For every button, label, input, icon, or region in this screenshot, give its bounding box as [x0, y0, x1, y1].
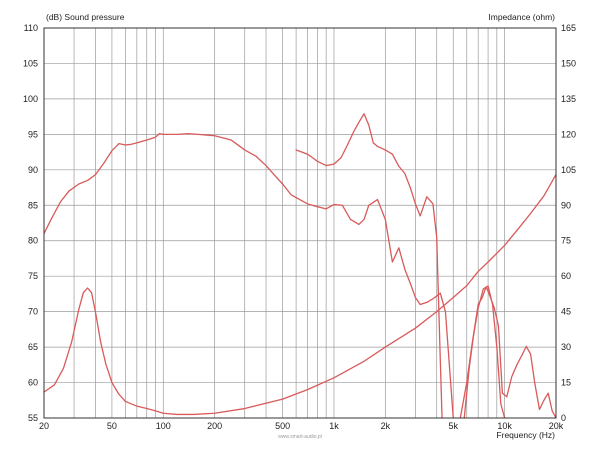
x-tick-label: 50 — [107, 421, 117, 431]
impedance-curve — [43, 173, 557, 416]
y-right-tick-label: 135 — [561, 94, 576, 104]
x-axis-title: Frequency (Hz) — [496, 430, 555, 440]
x-tick-label: 100 — [156, 421, 171, 431]
plot-frame — [43, 27, 557, 419]
y-right-tick-label: 0 — [561, 413, 566, 423]
tick-labels: 55 60 65 70 75 80 85 90 95 100 105 110 0 15 30 45 60 75 90… — [23, 23, 576, 431]
y-left-tick-label: 75 — [28, 271, 38, 281]
y-right-tick-label: 75 — [561, 236, 571, 246]
y-right-tick-label: 165 — [561, 23, 576, 33]
y-left-tick-label: 110 — [24, 23, 38, 33]
x-tick-label: 20 — [39, 421, 49, 431]
y-right-tick-label: 150 — [561, 58, 576, 68]
x-tick-label: 10k — [497, 421, 512, 431]
curves — [43, 113, 557, 419]
x-tick-label: 200 — [207, 421, 222, 431]
y-right-tick-label: 105 — [561, 165, 576, 175]
y-right-tick-label: 90 — [561, 200, 571, 210]
y-left-tick-label: 70 — [28, 307, 38, 317]
grid-lines — [44, 28, 556, 418]
y-right-tick-label: 15 — [561, 378, 571, 388]
x-tick-label: 500 — [275, 421, 290, 431]
y-left-tick-label: 105 — [23, 58, 38, 68]
y-left-tick-label: 85 — [28, 200, 38, 210]
x-tick-label: 5k — [448, 421, 458, 431]
y-right-tick-label: 120 — [561, 129, 576, 139]
spl-curve-4 — [459, 285, 506, 419]
y-left-tick-label: 90 — [28, 165, 38, 175]
y-left-tick-label: 95 — [28, 129, 38, 139]
y-right-tick-label: 45 — [561, 307, 571, 317]
x-tick-label: 1k — [329, 421, 339, 431]
y-left-tick-label: 100 — [23, 94, 38, 104]
spl-curve-2 — [295, 113, 443, 419]
y-right-tick-label: 30 — [561, 342, 571, 352]
y-right-tick-label: 60 — [561, 271, 571, 281]
watermark-text: www.smart-audio.pl — [278, 434, 322, 440]
y-left-tick-label: 65 — [28, 342, 38, 352]
spl-curve-1 — [43, 132, 454, 419]
y-left-axis-title: (dB) Sound pressure — [46, 12, 125, 22]
x-tick-label: 20k — [549, 421, 564, 431]
x-tick-label: 2k — [381, 421, 391, 431]
y-left-tick-label: 80 — [28, 236, 38, 246]
y-left-tick-label: 55 — [28, 413, 38, 423]
y-left-tick-label: 60 — [28, 378, 38, 388]
y-right-axis-title: Impedance (ohm) — [488, 12, 555, 22]
